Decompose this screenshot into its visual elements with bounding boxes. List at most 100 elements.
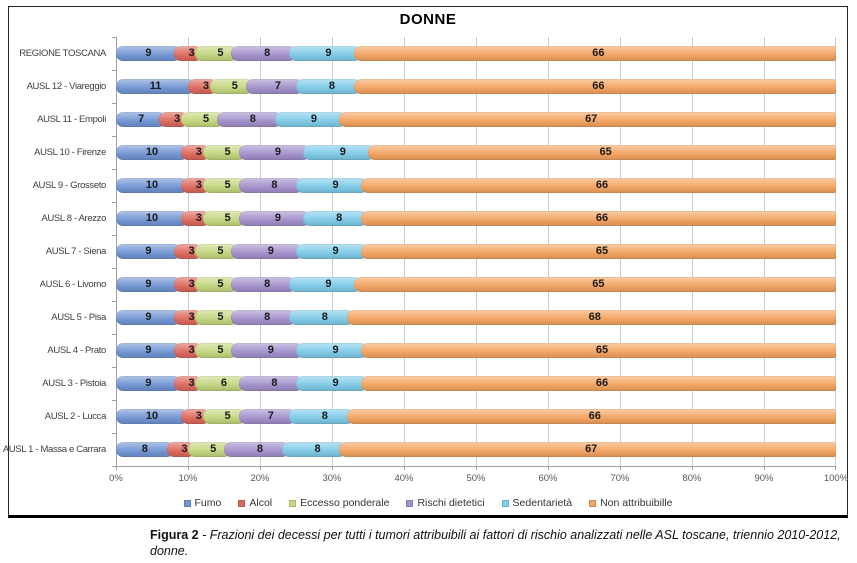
stacked-bar: 9 3 5 8 9 65 [116,277,836,292]
y-axis-tick [112,268,116,269]
bar-value-label: 68 [588,311,601,323]
bar-segment-fumo: 9 [116,376,181,391]
bar-value-label: 9 [274,146,282,158]
bar-segment-eccesso-ponderale: 5 [188,442,232,457]
legend: Fumo Alcol Eccesso ponderale Rischi dieteti… [9,494,847,512]
bar-segment-non-attribuibille: 67 [339,112,836,127]
x-tick-label: 0% [109,473,123,484]
bar-value-label: 8 [256,443,264,455]
bar-value-label: 9 [145,245,152,257]
stacked-bar: 10 3 5 9 9 65 [116,145,836,160]
bar-value-label: 3 [181,443,188,455]
bar-segment-rischi-dietetici: 9 [231,244,304,259]
y-axis-tick [112,433,116,434]
bar-value-label: 5 [202,113,210,125]
bar-value-label: 65 [595,245,609,257]
bar-value-label: 66 [595,212,609,224]
bar-segment-fumo: 7 [116,112,167,127]
bar-value-label: 66 [592,80,605,92]
chart-container: DONNE REGIONE TOSCANA 9 3 5 8 9 66 AUSL 12 - Vi… [3,6,848,518]
bar-value-label: 3 [188,245,195,257]
x-axis-tick [620,467,621,470]
x-axis-labels: 0% 10% 20% 30% 40% 50% 60% 70% 80% 90% 100% [109,473,848,487]
chart-row: AUSL 8 - Arezzo 10 3 5 9 8 66 [9,202,836,235]
bar-segment-non-attribuibille: 66 [353,79,836,94]
bar-value-label: 3 [188,47,195,59]
chart-row: AUSL 2 - Lucca 10 3 5 7 8 66 [9,400,836,433]
bar-segment-rischi-dietetici: 7 [245,79,304,94]
bar-value-label: 9 [332,179,339,191]
bar-segment-alcol: 3 [181,409,210,424]
legend-swatch [406,499,414,507]
bar-segment-non-attribuibille: 65 [353,277,836,292]
bar-value-label: 9 [267,344,274,356]
bar-value-label: 8 [321,311,328,323]
bar-value-label: 67 [585,113,598,125]
bar-value-label: 5 [217,344,224,356]
bar-rows: REGIONE TOSCANA 9 3 5 8 9 66 AUSL 12 - Viareggi… [3,37,836,466]
bar-segment-fumo: 9 [116,46,181,61]
x-axis-tick [116,467,117,470]
bar-value-label: 8 [264,311,271,323]
stacked-bar: 9 3 5 9 9 65 [116,244,836,259]
legend-item-non-attribuibille: Non attribuibille [589,497,672,509]
bar-segment-sedentariet: 9 [296,178,368,193]
bar-value-label: 11 [149,80,162,92]
bar-value-label: 9 [145,278,152,290]
bar-segment-eccesso-ponderale: 5 [195,46,239,61]
bar-segment-rischi-dietetici: 8 [231,310,296,325]
bar-value-label: 9 [339,146,346,158]
bar-segment-eccesso-ponderale: 5 [195,310,239,325]
bar-value-label: 67 [585,443,598,455]
bar-value-label: 5 [210,443,217,455]
bar-segment-fumo: 9 [116,244,181,259]
bar-value-label: 8 [271,179,278,191]
y-axis-tick [112,70,116,71]
bar-segment-rischi-dietetici: 8 [224,442,289,457]
bar-segment-eccesso-ponderale: 5 [202,145,246,160]
y-axis-tick [112,169,116,170]
x-tick-label: 100% [823,473,849,484]
chart-row: AUSL 4 - Prato 9 3 5 9 9 65 [9,334,836,367]
bar-segment-alcol: 3 [188,79,217,94]
bar-segment-sedentariet: 9 [289,46,361,61]
bar-value-label: 8 [328,80,336,92]
bar-segment-alcol: 3 [173,244,203,259]
bar-value-label: 5 [224,179,231,191]
chart-row: AUSL 5 - Pisa 9 3 5 8 8 68 [9,301,836,334]
bar-segment-sedentariet: 8 [296,79,361,94]
bar-value-label: 9 [145,377,152,389]
legend-item-alcol: Alcol [238,497,272,509]
bar-value-label: 8 [264,47,271,59]
legend-label: Rischi dietetici [417,497,485,509]
chart-row: AUSL 1 - Massa e Carrara 8 3 5 8 8 67 [3,433,836,466]
x-tick-label: 50% [466,473,486,484]
bar-segment-fumo: 9 [116,277,181,292]
bar-segment-eccesso-ponderale: 5 [202,178,246,193]
bar-value-label: 8 [141,443,148,455]
bar-segment-eccesso-ponderale: 5 [195,244,239,259]
bar-segment-sedentariet: 9 [296,376,368,391]
y-axis-tick [112,367,116,368]
bar-segment-fumo: 9 [116,343,181,358]
bar-segment-non-attribuibille: 66 [346,409,836,424]
x-tick-label: 70% [610,473,630,484]
bar-value-label: 65 [592,278,605,290]
bar-segment-rischi-dietetici: 8 [238,376,304,391]
bar-segment-non-attribuibille: 66 [361,178,836,193]
category-label: AUSL 3 - Pistoia [42,378,106,389]
bar-segment-rischi-dietetici: 9 [238,145,311,160]
x-axis-tick [764,467,765,470]
bar-segment-alcol: 3 [173,343,203,358]
bar-value-label: 9 [145,47,152,59]
bar-segment-fumo: 8 [116,442,174,457]
chart-row: AUSL 11 - Empoli 7 3 5 8 9 67 [9,103,836,136]
chart-title: DONNE [399,11,457,28]
chart-row: AUSL 9 - Grosseto 10 3 5 8 9 66 [9,169,836,202]
figure-caption: Figura 2 - Frazioni dei decessi per tutt… [150,527,849,560]
category-label: AUSL 6 - Livorno [39,279,107,290]
bar-segment-non-attribuibille: 65 [361,343,836,358]
y-axis-tick [112,301,116,302]
legend-swatch [183,499,191,507]
bar-value-label: 10 [145,179,159,191]
